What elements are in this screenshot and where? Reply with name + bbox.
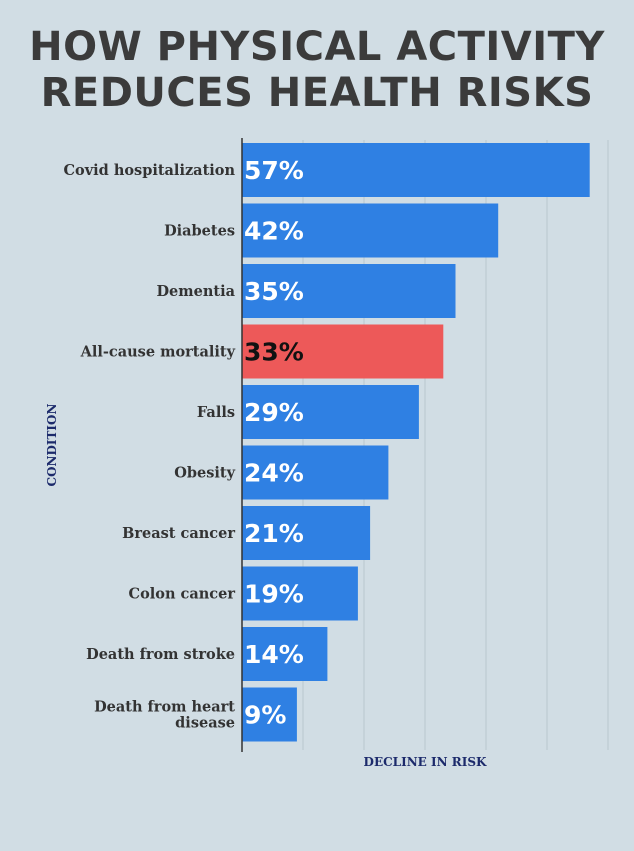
category-label: Diabetes xyxy=(164,223,235,240)
category-label: Death from heart disease xyxy=(94,699,235,732)
bar xyxy=(242,385,419,439)
data-label: 33% xyxy=(244,338,304,367)
data-label: 42% xyxy=(244,217,304,246)
category-label: Breast cancer xyxy=(122,525,235,542)
data-label: 21% xyxy=(244,519,304,548)
bar xyxy=(242,264,456,318)
data-label: 24% xyxy=(244,459,304,488)
x-axis-label: DECLINE IN RISK xyxy=(364,755,487,769)
data-label: 9% xyxy=(244,701,286,730)
bar xyxy=(242,324,444,379)
bar xyxy=(242,203,499,258)
bar xyxy=(242,445,389,500)
data-label: 57% xyxy=(244,156,304,185)
bar xyxy=(242,627,328,681)
bar xyxy=(242,506,371,560)
category-label: All-cause mortality xyxy=(80,344,236,361)
chart-title: HOW PHYSICAL ACTIVITY REDUCES HEALTH RIS… xyxy=(29,24,605,116)
category-label: Dementia xyxy=(156,283,235,300)
data-label: 29% xyxy=(244,398,304,427)
bar xyxy=(242,566,358,621)
category-label: Covid hospitalization xyxy=(63,162,235,179)
y-axis-label: CONDITION xyxy=(45,403,59,486)
category-label: Death from stroke xyxy=(86,646,235,663)
data-label: 14% xyxy=(244,640,304,669)
data-label: 19% xyxy=(244,580,304,609)
category-label: Colon cancer xyxy=(129,586,236,603)
category-label: Falls xyxy=(197,404,235,421)
data-label: 35% xyxy=(244,277,304,306)
bar xyxy=(242,143,590,197)
category-label: Obesity xyxy=(174,465,235,482)
bar xyxy=(242,687,297,742)
